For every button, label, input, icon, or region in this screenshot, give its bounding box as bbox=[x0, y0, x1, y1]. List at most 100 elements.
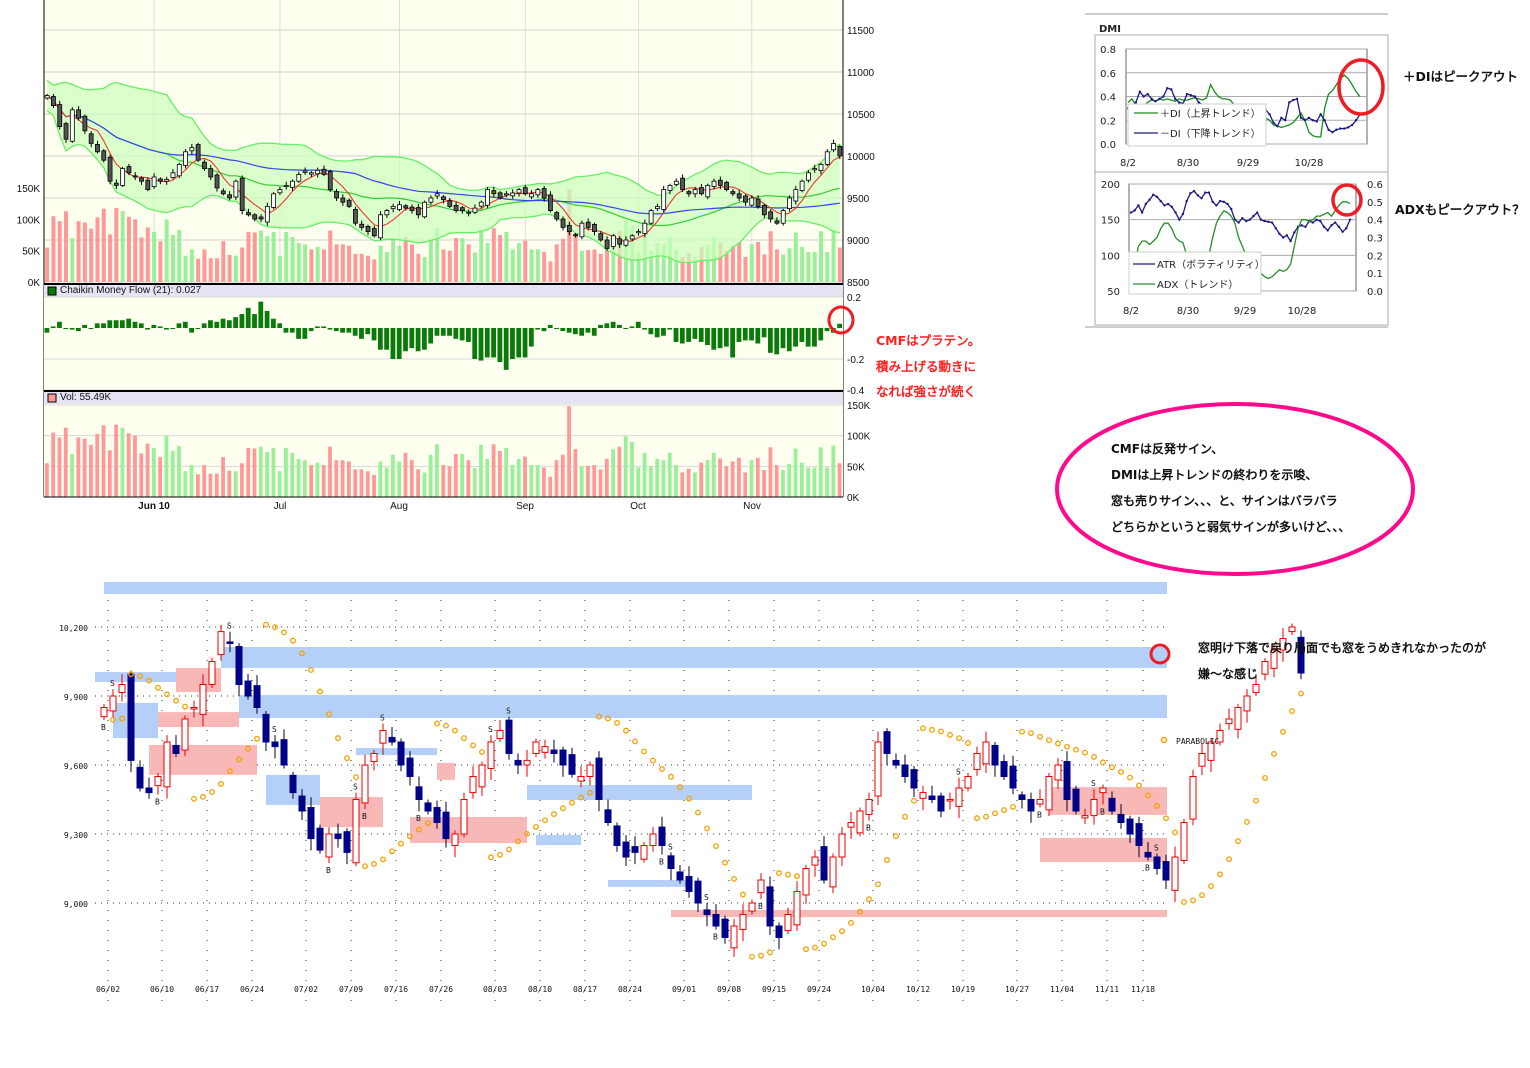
volume-bar bbox=[592, 465, 597, 497]
cmf-bar bbox=[598, 324, 603, 328]
cmf-bar bbox=[214, 321, 220, 328]
parabolic-sar-point bbox=[677, 784, 683, 791]
atr-point bbox=[1178, 218, 1181, 221]
candle-body bbox=[780, 210, 786, 224]
candle-body bbox=[755, 198, 761, 207]
volume-tick-label: 150K bbox=[17, 184, 41, 195]
atr-point bbox=[1322, 225, 1326, 228]
panel-divider bbox=[44, 283, 843, 285]
candle-body bbox=[838, 833, 846, 858]
parabolic-sar-point bbox=[344, 755, 350, 762]
parabolic-sar-point bbox=[1046, 737, 1052, 744]
volume-bar bbox=[315, 462, 320, 497]
candle-body bbox=[768, 211, 774, 220]
parabolic-sar-point bbox=[785, 871, 791, 878]
parabolic-sar-point bbox=[1262, 774, 1268, 781]
bollinger-lower-line bbox=[46, 110, 841, 264]
sell-signal: S bbox=[110, 679, 115, 688]
candle-body bbox=[136, 766, 144, 789]
candle-body bbox=[1162, 861, 1170, 881]
candle-body bbox=[883, 731, 891, 755]
dmi-tick-label: 0.8 bbox=[1100, 45, 1116, 56]
volume-bar bbox=[491, 444, 496, 497]
parabolic-sar-point bbox=[1163, 815, 1169, 822]
volume-bar bbox=[510, 249, 515, 282]
cmf-bar bbox=[730, 328, 736, 358]
candle-body bbox=[127, 673, 135, 761]
legend-label: ADX（トレンド） bbox=[1157, 279, 1238, 291]
volume-tick-label: 0K bbox=[28, 278, 41, 289]
candle-body bbox=[787, 197, 792, 209]
parabolic-sar-point bbox=[326, 711, 332, 718]
volume-bar bbox=[133, 219, 138, 282]
volume-bar bbox=[403, 452, 408, 497]
candle-body bbox=[120, 168, 126, 186]
candle-body bbox=[629, 235, 635, 240]
candle-body bbox=[586, 764, 594, 777]
volume-bar bbox=[623, 436, 628, 497]
minus-di-point bbox=[1268, 113, 1271, 116]
parabolic-sar-point bbox=[524, 831, 530, 837]
candle-body bbox=[761, 204, 767, 216]
candle-body bbox=[831, 142, 836, 151]
volume-bar bbox=[378, 245, 383, 282]
candle-body bbox=[415, 207, 421, 216]
volume-bar bbox=[680, 472, 685, 497]
adx-tick-label: 0.4 bbox=[1367, 216, 1383, 227]
candle-body bbox=[766, 886, 774, 927]
candle-body bbox=[1234, 707, 1242, 730]
volume-bar bbox=[529, 465, 534, 497]
cmf-title: Chaikin Money Flow (21): 0.027 bbox=[60, 285, 202, 296]
candle-body bbox=[100, 707, 108, 718]
candle-body bbox=[170, 172, 176, 178]
volume-bar bbox=[831, 229, 836, 282]
volume-bar bbox=[409, 460, 414, 497]
volume-bar bbox=[560, 454, 565, 497]
volume-bar bbox=[781, 470, 785, 497]
parabolic-sar-point bbox=[236, 756, 242, 763]
volume-bar bbox=[693, 472, 697, 497]
month-label: Jun 10 bbox=[138, 501, 170, 512]
cmf-bar bbox=[145, 328, 150, 330]
volume-tick-label: 50K bbox=[22, 247, 40, 258]
volume-bar bbox=[76, 221, 81, 282]
volume-bar bbox=[258, 446, 263, 497]
price-tick-label: 9,900 bbox=[64, 693, 88, 702]
candle-body bbox=[334, 833, 342, 840]
volume-tick-label: 100K bbox=[847, 432, 871, 443]
volume-bar bbox=[416, 469, 420, 497]
parabolic-sar-point bbox=[227, 768, 233, 775]
volume-bar bbox=[384, 251, 389, 282]
cmf-bar bbox=[409, 328, 415, 349]
candle-body bbox=[151, 176, 157, 187]
candle-body bbox=[991, 744, 999, 766]
volume-bar bbox=[567, 406, 571, 497]
sell-signal: S bbox=[956, 768, 961, 777]
dmi-tick-label: 0.6 bbox=[1100, 69, 1116, 80]
candle-body bbox=[1153, 856, 1161, 869]
candle-body bbox=[739, 914, 747, 930]
parabolic-sar-point bbox=[1037, 733, 1043, 740]
minus-di-point bbox=[1173, 97, 1177, 101]
volume-bar bbox=[296, 243, 301, 282]
volume-bar bbox=[170, 235, 175, 282]
adx-tick-label: 0.5 bbox=[1367, 198, 1383, 209]
atr-point bbox=[1140, 211, 1144, 214]
cmf-bar bbox=[201, 323, 207, 328]
candle-body bbox=[784, 914, 792, 932]
volume-bar bbox=[724, 250, 729, 282]
parabolic-sar-point bbox=[380, 856, 386, 863]
date-label: 06/10 bbox=[150, 985, 174, 994]
minus-di-point bbox=[1280, 116, 1283, 120]
atr-point bbox=[1300, 224, 1303, 227]
adx-note: ADXもピークアウト？ bbox=[1395, 202, 1525, 217]
volume-bar bbox=[57, 437, 62, 497]
candle-body bbox=[406, 757, 414, 777]
cmf-bar bbox=[617, 324, 622, 328]
candle-body bbox=[812, 168, 818, 171]
parabolic-sar-point bbox=[875, 881, 881, 888]
cmf-bar bbox=[308, 328, 314, 332]
volume-bar bbox=[554, 244, 559, 282]
minus-di-point bbox=[1142, 95, 1145, 98]
price-tick-label: 11500 bbox=[847, 26, 875, 37]
